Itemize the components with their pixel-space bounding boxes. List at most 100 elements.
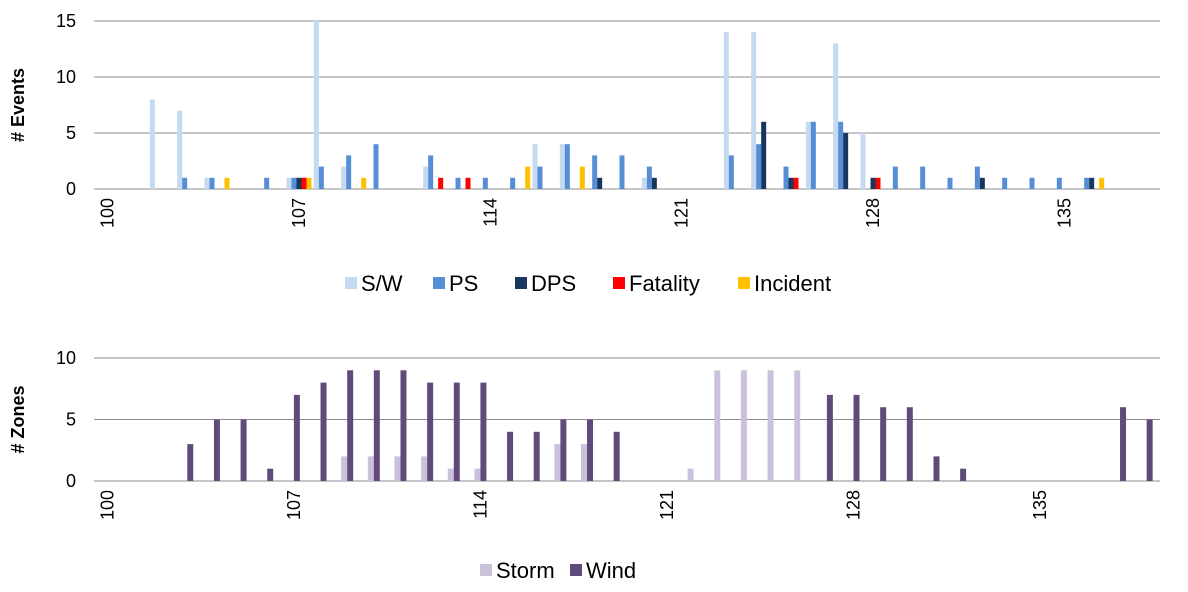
y-tick-label: 10 <box>56 67 76 87</box>
bar-ps <box>1029 177 1035 189</box>
bar-wind <box>560 419 567 481</box>
bar-storm <box>341 456 348 481</box>
bar-storm <box>394 456 401 481</box>
bar-incident <box>579 166 585 189</box>
legend-label: Fatality <box>629 271 700 296</box>
bar-incident <box>224 177 230 189</box>
legend-swatch <box>345 277 357 289</box>
y-tick-label: 10 <box>56 348 76 368</box>
bar-storm <box>794 370 801 481</box>
legend-swatch <box>433 277 445 289</box>
bar-s-w <box>423 166 429 189</box>
x-tick-label: 121 <box>657 490 677 520</box>
bar-wind <box>826 394 833 481</box>
x-tick-label: 114 <box>480 198 500 227</box>
bar-s-w <box>149 99 155 189</box>
bar-wind <box>267 468 274 481</box>
bar-ps <box>974 166 980 189</box>
bar-incident <box>306 177 312 189</box>
bar-wind <box>213 419 220 481</box>
bar-ps <box>783 166 789 189</box>
bar-s-w <box>341 166 347 189</box>
bar-storm <box>474 468 481 481</box>
bar-storm <box>740 370 747 481</box>
bar-storm <box>714 370 721 481</box>
bar-wind <box>347 370 354 481</box>
bar-wind <box>533 431 540 481</box>
bar-fatality <box>465 177 471 189</box>
bar-fatality <box>301 177 307 189</box>
bar-incident <box>1099 177 1105 189</box>
bar-wind <box>853 394 860 481</box>
x-tick-label: 121 <box>672 198 692 228</box>
bar-storm <box>767 370 774 481</box>
bar-ps <box>892 166 898 189</box>
bar-dps <box>597 177 603 189</box>
bar-ps <box>264 177 270 189</box>
x-tick-label: 135 <box>1030 490 1050 520</box>
chart-1: 0 5 10 15 # Events 100 107 114 121 128 135 S/W PS DPS… <box>8 11 1160 296</box>
bar-dps <box>870 177 876 189</box>
bar-ps <box>756 144 762 189</box>
legend-swatch <box>738 277 750 289</box>
bar-storm <box>367 456 374 481</box>
bar-dps <box>296 177 302 189</box>
bar-wind <box>320 382 327 481</box>
bar-storm <box>581 444 588 481</box>
bar-s-w <box>286 177 292 189</box>
bar-wind <box>933 456 940 481</box>
x-tick-label: 107 <box>289 198 309 228</box>
bar-ps <box>291 177 297 189</box>
bar-wind <box>187 444 194 481</box>
bar-storm <box>421 456 428 481</box>
chart-2: 0 5 10 # Zones 100 107 114 121 128 135 Storm Wind <box>8 348 1160 583</box>
bar-dps <box>651 177 657 189</box>
bar-wind <box>613 431 620 481</box>
x-tick-label: 135 <box>1054 198 1074 228</box>
bar-dps <box>761 121 767 189</box>
bar-ps <box>1084 177 1090 189</box>
bar-wind <box>400 370 407 481</box>
bar-ps <box>646 166 652 189</box>
bar-ps <box>346 155 352 189</box>
legend-label: PS <box>449 271 478 296</box>
bar-s-w <box>641 177 647 189</box>
bar-ps <box>182 177 188 189</box>
legend-label: Wind <box>586 558 636 583</box>
bar-s-w <box>532 144 538 189</box>
legend-label: DPS <box>531 271 576 296</box>
bar-ps <box>373 144 379 189</box>
bar-wind <box>1120 407 1127 481</box>
bar-dps <box>979 177 985 189</box>
bar-fatality <box>875 177 881 189</box>
bar-ps <box>810 121 816 189</box>
x-tick-label: 128 <box>844 490 864 520</box>
legend-swatch <box>570 564 582 576</box>
y-tick-label: 5 <box>66 410 76 430</box>
bar-incident <box>361 177 367 189</box>
y-tick-label: 5 <box>66 123 76 143</box>
bar-s-w <box>751 32 757 190</box>
bar-wind <box>507 431 514 481</box>
bar-ps <box>1056 177 1062 189</box>
bar-ps <box>564 144 570 189</box>
bar-ps <box>482 177 488 189</box>
bar-s-w <box>860 133 866 189</box>
bar-ps <box>728 155 734 189</box>
bar-wind <box>373 370 380 481</box>
bar-s-w <box>833 43 839 190</box>
x-tick-label: 107 <box>284 490 304 520</box>
bar-ps <box>455 177 461 189</box>
legend-label: S/W <box>361 271 403 296</box>
bar-storm <box>687 468 694 481</box>
bar-ps <box>1002 177 1008 189</box>
legend-label: Incident <box>754 271 831 296</box>
x-tick-label: 100 <box>98 198 118 228</box>
x-tick-label: 100 <box>97 490 117 520</box>
bar-storm <box>447 468 454 481</box>
bar-s-w <box>723 32 729 190</box>
y-tick-label: 15 <box>56 11 76 31</box>
legend-swatch <box>613 277 625 289</box>
bar-dps <box>1089 177 1095 189</box>
